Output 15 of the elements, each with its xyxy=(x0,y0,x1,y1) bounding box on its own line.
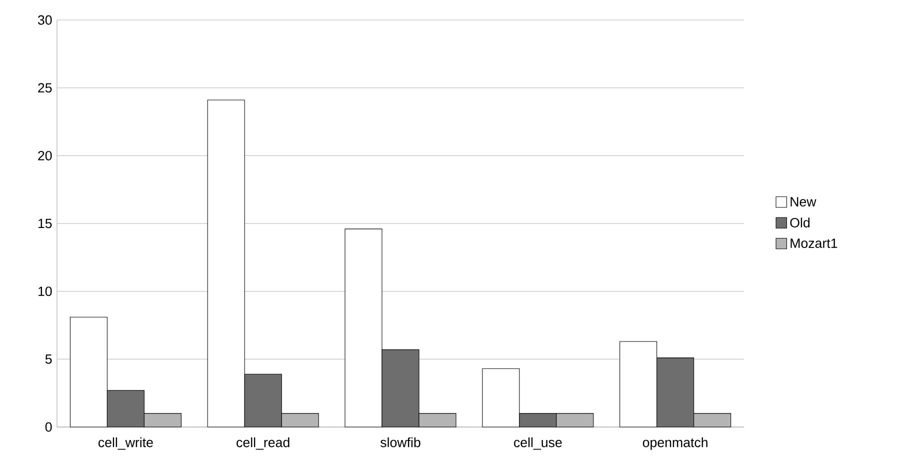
y-tick-label: 5 xyxy=(45,354,52,364)
y-tick-label: 10 xyxy=(38,286,52,296)
legend-label: Old xyxy=(790,218,810,228)
x-tick-label: cell_write xyxy=(98,437,153,450)
y-tick-label: 25 xyxy=(38,83,52,93)
x-tick-label: cell_use xyxy=(514,437,562,450)
x-tick-label: slowfib xyxy=(380,437,420,448)
legend-label: Mozart1 xyxy=(790,238,838,248)
legend-label: New xyxy=(790,197,816,206)
y-tick-label: 20 xyxy=(38,150,52,160)
x-tick-label: cell_read xyxy=(236,437,290,450)
x-tick-label: openmatch xyxy=(642,437,708,450)
y-tick-label: 15 xyxy=(38,218,52,228)
y-tick-label: 0 xyxy=(45,422,52,432)
y-tick-label: 30 xyxy=(38,15,52,25)
